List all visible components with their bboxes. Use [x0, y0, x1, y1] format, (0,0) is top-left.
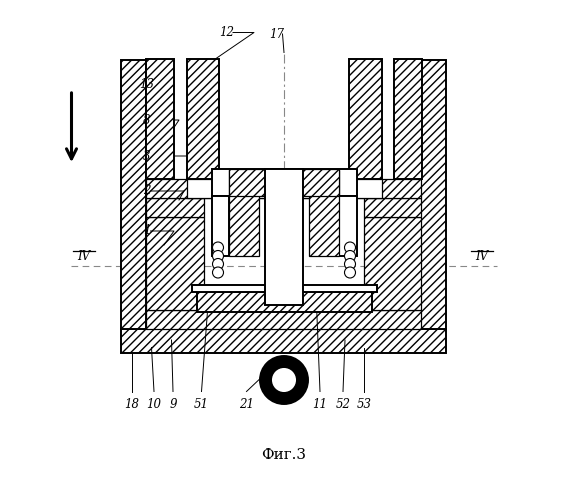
Bar — [147, 198, 204, 217]
Text: 21: 21 — [239, 398, 254, 410]
Bar — [122, 328, 446, 352]
Bar — [309, 170, 339, 256]
Text: IV: IV — [77, 250, 90, 264]
Circle shape — [260, 356, 308, 404]
Circle shape — [212, 267, 223, 278]
Text: 11: 11 — [312, 398, 328, 410]
Bar — [147, 310, 421, 328]
Circle shape — [345, 258, 356, 270]
Bar — [211, 196, 229, 256]
Text: 3: 3 — [143, 150, 151, 162]
Text: IV: IV — [475, 250, 488, 264]
Bar — [339, 196, 357, 256]
Text: 53: 53 — [357, 398, 371, 410]
Bar — [147, 217, 204, 310]
Circle shape — [345, 250, 356, 262]
Text: 10: 10 — [147, 398, 161, 410]
Bar — [364, 198, 421, 217]
Text: 17: 17 — [269, 28, 284, 40]
Text: 51: 51 — [194, 398, 209, 410]
Text: 2: 2 — [143, 184, 151, 198]
Text: 12: 12 — [219, 26, 234, 39]
Bar — [229, 170, 339, 196]
Text: 8: 8 — [143, 114, 151, 126]
Bar — [211, 170, 357, 196]
Bar — [147, 179, 421, 198]
Bar — [349, 59, 382, 179]
Bar — [265, 170, 303, 304]
Bar — [186, 59, 219, 179]
Bar — [186, 179, 382, 198]
Circle shape — [212, 250, 223, 262]
Bar — [394, 59, 421, 179]
Bar — [197, 292, 371, 312]
Bar — [147, 59, 174, 179]
Bar — [229, 170, 259, 256]
Circle shape — [345, 267, 356, 278]
Bar — [421, 60, 446, 328]
Text: Фиг.3: Фиг.3 — [261, 448, 307, 462]
Text: 18: 18 — [124, 398, 139, 410]
Text: 9: 9 — [169, 398, 177, 410]
Circle shape — [345, 242, 356, 253]
Bar — [122, 60, 147, 328]
Circle shape — [271, 367, 297, 393]
Circle shape — [212, 258, 223, 270]
Bar — [191, 284, 377, 292]
Text: 13: 13 — [139, 78, 154, 92]
Bar — [364, 217, 421, 310]
Text: 52: 52 — [336, 398, 350, 410]
Circle shape — [212, 242, 223, 253]
Text: 1: 1 — [143, 224, 151, 237]
